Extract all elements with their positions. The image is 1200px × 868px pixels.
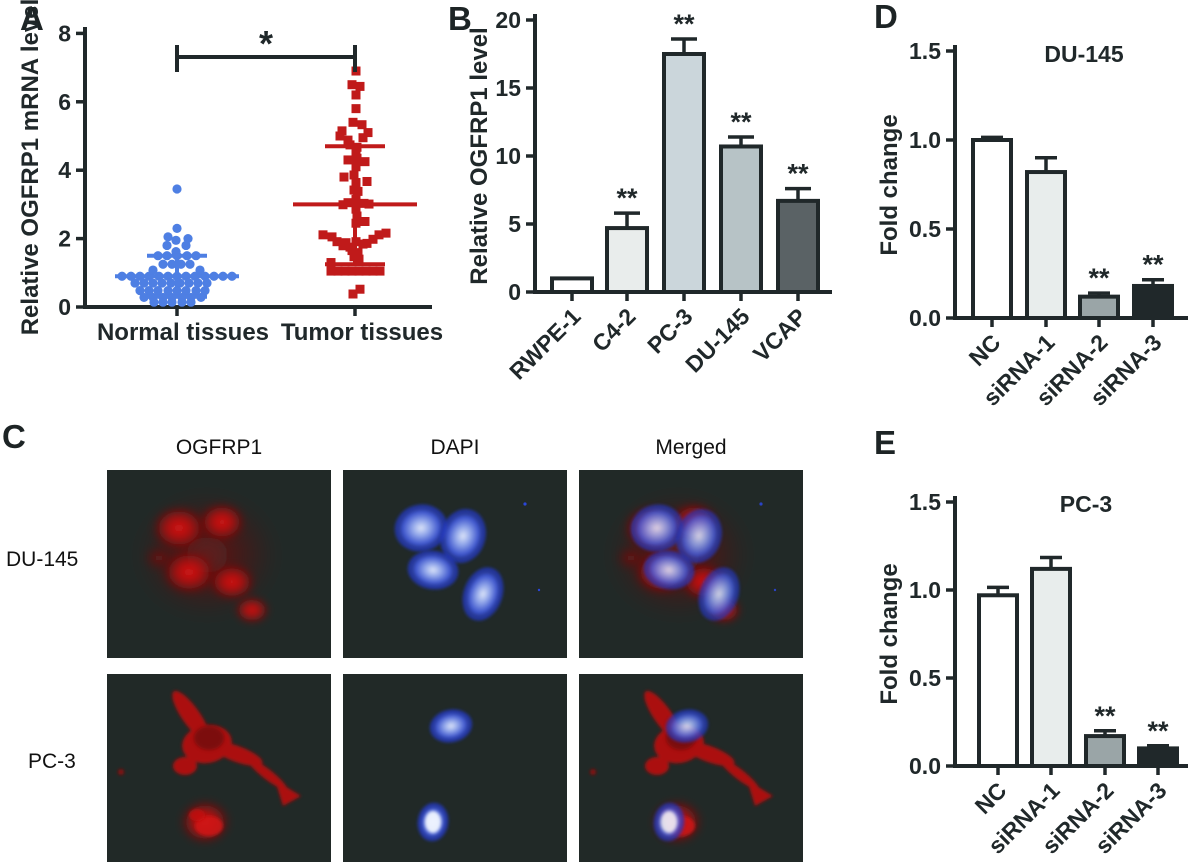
significance-marker: ** [787, 159, 809, 189]
chart-title: DU-145 [1044, 41, 1123, 67]
panel-b-label: B [448, 0, 472, 37]
panel-a-label: A [20, 0, 44, 37]
significance-marker: * [259, 23, 273, 64]
panel-c-label: C [2, 418, 26, 455]
micrograph-du145-ogfrp1 [107, 470, 331, 658]
bar-RWPE-1 [550, 276, 594, 294]
micrograph-row-du145: DU-145 [6, 548, 79, 571]
bar-DU-145 [719, 144, 763, 294]
x-category-label: VCAP [748, 303, 812, 367]
significance-marker: ** [1094, 701, 1116, 731]
y-tick-label: 0 [58, 294, 71, 320]
y-tick-label: 0.0 [909, 305, 941, 331]
y-axis-label: Relative OGFRP1 level [466, 27, 493, 284]
y-tick-label: 0.5 [909, 216, 941, 242]
x-category-label: Tumor tissues [281, 319, 443, 346]
y-tick-label: 0.5 [909, 665, 941, 691]
bar-VCAP [776, 198, 820, 295]
y-tick-label: 10 [495, 143, 521, 169]
y-tick-label: 6 [58, 89, 71, 115]
micrograph-column-dapi: DAPI [430, 436, 480, 459]
y-axis-label: Fold change [876, 563, 903, 704]
y-tick-label: 0.0 [909, 753, 941, 779]
panel-d-label: D [874, 0, 898, 35]
y-axis-label: Relative OGFRP1 mRNA level [17, 0, 44, 335]
bar-PC-3 [662, 52, 706, 294]
bar-siRNA-3 [1137, 746, 1179, 769]
significance-marker: ** [673, 9, 695, 39]
panel-a-chart: 0 2 4 6 8 Relative OGFRP1 mRNA level Normal ti… [17, 0, 443, 346]
significance-marker: ** [1147, 716, 1169, 746]
y-tick-label: 15 [495, 75, 521, 101]
bar-C4-2 [605, 226, 649, 294]
micrograph-du145-dapi [343, 470, 567, 658]
bar-siRNA-1 [1030, 566, 1072, 768]
micrograph-grid [107, 470, 803, 862]
y-tick-label: 1.0 [909, 127, 941, 153]
x-category-label: C4-2 [587, 303, 641, 357]
micrograph-du145-merged [579, 470, 803, 658]
y-tick-label: 5 [508, 211, 521, 237]
x-category-label: Normal tissues [97, 319, 269, 346]
significance-marker: ** [1142, 250, 1164, 280]
y-tick-label: 1.0 [909, 577, 941, 603]
micrograph-row-pc3: PC-3 [28, 750, 76, 773]
bar-NC [971, 138, 1013, 320]
micrograph-pc3-dapi [343, 674, 567, 862]
panel-e-label: E [874, 424, 897, 461]
micrograph-column-merged: Merged [655, 436, 727, 459]
bar-siRNA-3 [1132, 283, 1174, 320]
micrograph-pc3-ogfrp1 [107, 674, 331, 862]
x-category-label: DU-145 [680, 303, 755, 378]
micrograph-pc3-merged [579, 674, 803, 862]
y-tick-label: 2 [58, 226, 71, 252]
bar-siRNA-1 [1025, 170, 1067, 320]
significance-marker: ** [616, 183, 638, 213]
y-tick-label: 0 [508, 279, 521, 305]
bar-siRNA-2 [1078, 294, 1120, 321]
x-category-label: NC [970, 777, 1012, 819]
y-tick-label: 1.5 [909, 489, 941, 515]
bar-siRNA-2 [1084, 734, 1126, 769]
micrograph-column-ogfrp1: OGFRP1 [175, 436, 263, 459]
bar-NC [977, 593, 1019, 769]
chart-title: PC-3 [1060, 491, 1112, 517]
y-tick-label: 20 [495, 7, 521, 33]
y-tick-label: 8 [58, 20, 71, 46]
significance-marker: ** [730, 107, 752, 137]
x-category-label: NC [964, 329, 1006, 371]
y-tick-label: 1.5 [909, 38, 941, 64]
x-category-label: RWPE-1 [504, 303, 585, 384]
significance-marker: ** [1088, 263, 1110, 293]
y-tick-label: 4 [58, 157, 71, 183]
y-axis-label: Fold change [876, 114, 903, 255]
